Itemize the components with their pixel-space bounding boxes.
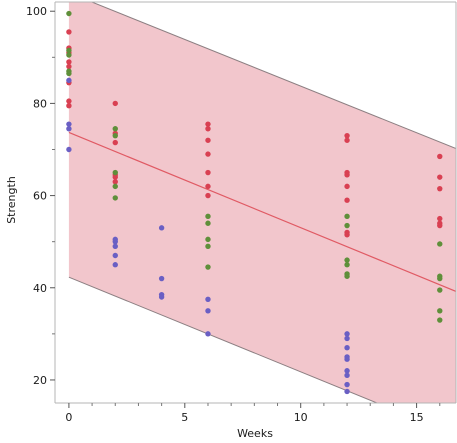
data-point-red [112, 174, 118, 180]
data-point-green [205, 243, 211, 249]
y-tick-label: 100 [26, 5, 47, 18]
data-point-green [205, 213, 211, 220]
data-point-red [66, 63, 72, 70]
data-point-green [112, 195, 118, 201]
data-point-blue [344, 368, 350, 374]
data-point-red [344, 137, 350, 143]
data-point-red [205, 126, 211, 132]
data-point-blue [344, 356, 350, 362]
data-point-green [205, 236, 211, 243]
data-point-green [437, 275, 443, 282]
data-point-red [66, 29, 72, 35]
data-point-blue [112, 238, 118, 245]
data-point-blue [158, 275, 165, 282]
y-tick-label: 60 [33, 190, 47, 203]
data-point-green [437, 287, 443, 293]
band-upper-edge [90, 2, 456, 150]
data-point-red [66, 59, 72, 65]
data-point-blue [205, 331, 211, 337]
data-point-red [205, 137, 211, 143]
data-point-red [437, 174, 443, 180]
data-point-red [437, 222, 443, 229]
data-point-red [344, 132, 350, 139]
data-point-red [344, 183, 350, 190]
y-axis-title: Strength [5, 176, 18, 224]
data-point-blue [66, 77, 72, 84]
data-point-green [112, 126, 118, 132]
plot-contents [66, 2, 456, 403]
data-point-blue [344, 344, 350, 351]
data-point-red [205, 183, 211, 190]
data-point-blue [66, 126, 72, 132]
y-tick-label: 20 [33, 374, 47, 387]
data-point-green [437, 317, 443, 323]
data-point-blue [112, 243, 118, 249]
data-point-green [344, 222, 350, 229]
plot-area [66, 2, 456, 403]
data-point-blue [205, 296, 211, 302]
data-point-blue [344, 381, 350, 388]
data-point-red [112, 100, 118, 107]
fit-line [68, 131, 456, 293]
data-point-red [66, 98, 72, 104]
data-point-blue [344, 388, 350, 395]
data-point-green [66, 10, 72, 17]
data-point-green [437, 241, 443, 247]
x-tick-label: 10 [294, 411, 308, 424]
data-point-green [437, 308, 443, 314]
y-tick-label: 80 [33, 97, 47, 110]
data-point-green [344, 213, 350, 220]
data-point-blue [344, 335, 350, 342]
x-tick-label: 5 [181, 411, 188, 424]
band-lower-edge [68, 276, 379, 403]
data-point-red [344, 172, 350, 178]
data-point-green [112, 183, 118, 190]
data-point-blue [158, 294, 165, 300]
prediction-band [68, 2, 456, 403]
data-point-blue [158, 225, 165, 231]
data-point-green [344, 262, 350, 268]
data-point-green [66, 70, 72, 77]
data-point-green [344, 273, 350, 279]
data-point-blue [112, 262, 118, 268]
data-point-blue [344, 331, 350, 337]
data-point-red [205, 151, 211, 157]
data-point-blue [66, 146, 72, 153]
data-point-red [205, 192, 211, 199]
data-point-red [112, 139, 118, 146]
x-axis-title: Weeks [237, 427, 273, 440]
data-point-red [205, 121, 211, 127]
data-point-red [344, 232, 350, 238]
data-point-blue [66, 121, 72, 127]
axes: 20 40 60 80 100 0 5 10 15 [26, 1, 457, 424]
data-point-red [66, 103, 72, 109]
series-blue [66, 77, 350, 395]
data-point-red [437, 215, 443, 222]
data-point-green [66, 52, 72, 58]
data-point-blue [344, 372, 350, 379]
data-point-blue [205, 308, 211, 314]
x-tick-label: 0 [65, 411, 72, 424]
data-point-red [437, 153, 443, 160]
data-point-red [344, 197, 350, 203]
data-point-red [205, 169, 211, 176]
y-tick-label: 40 [33, 282, 47, 295]
x-tick-label: 15 [410, 411, 424, 424]
data-point-red [112, 179, 118, 185]
data-point-green [205, 264, 211, 270]
data-point-green [66, 47, 72, 54]
data-point-green [205, 220, 211, 226]
series-green [66, 10, 443, 323]
data-point-green [112, 169, 118, 176]
data-point-red [437, 185, 443, 192]
data-point-blue [112, 252, 118, 259]
data-point-green [344, 257, 350, 263]
data-point-green [112, 132, 118, 139]
